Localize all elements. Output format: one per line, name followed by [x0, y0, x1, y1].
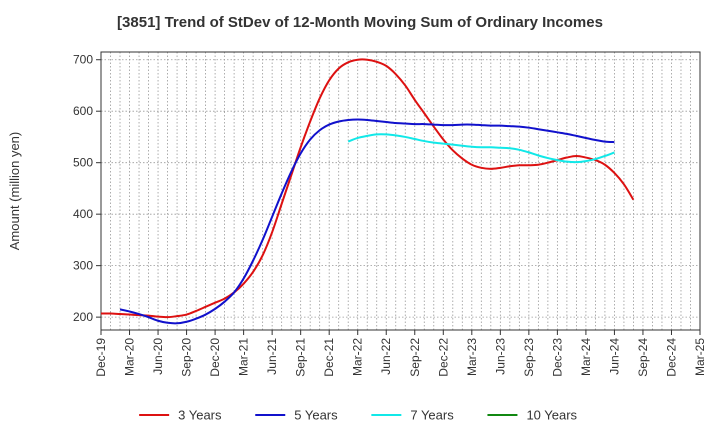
axes: 200 300 400 500 600 700 Dec-19 Mar-20 Jun-20 Sep-… — [7, 51, 707, 377]
series-line-5-years — [119, 118, 615, 325]
x-tick-label: Sep-24 — [636, 338, 650, 377]
series-line-3-years — [100, 58, 635, 319]
x-tick-label: Mar-24 — [579, 338, 593, 376]
x-tick-label: Sep-22 — [408, 338, 422, 377]
legend-label-10-years: 10 Years — [526, 408, 577, 423]
legend-label-3-years: 3 Years — [178, 408, 222, 423]
x-tick-label: Mar-25 — [693, 338, 707, 376]
x-tick-label: Jun-23 — [493, 338, 507, 375]
x-tick-label: Mar-22 — [351, 338, 365, 376]
legend-label-7-years: 7 Years — [410, 408, 454, 423]
x-tick-label: Dec-22 — [436, 338, 450, 377]
x-tick-label: Jun-22 — [379, 338, 393, 375]
chart-title: [3851] Trend of StDev of 12-Month Moving… — [117, 14, 603, 31]
y-tick-label: 600 — [73, 104, 93, 118]
series-lines — [100, 58, 635, 325]
legend: 3 Years 5 Years 7 Years 10 Years — [139, 408, 578, 423]
y-tick-label: 400 — [73, 207, 93, 221]
x-tick-label: Jun-20 — [151, 338, 165, 375]
plot-frame — [100, 51, 701, 331]
x-tick-label: Mar-23 — [465, 338, 479, 376]
x-tick-label: Dec-24 — [664, 338, 678, 377]
y-tick-label: 500 — [73, 156, 93, 170]
x-tick-label: Sep-23 — [522, 338, 536, 377]
x-tick-label: Dec-21 — [322, 338, 336, 377]
x-tick-label: Sep-20 — [180, 338, 194, 377]
x-tick-label: Mar-20 — [123, 338, 137, 376]
x-tick-label: Dec-23 — [550, 338, 564, 377]
legend-label-5-years: 5 Years — [294, 408, 338, 423]
x-tick-label: Dec-19 — [94, 338, 108, 377]
y-tick-label: 200 — [73, 310, 93, 324]
y-tick-label: 300 — [73, 259, 93, 273]
y-tick-label: 700 — [73, 53, 93, 67]
series-line-7-years — [347, 133, 615, 164]
x-tick-label: Mar-21 — [237, 338, 251, 376]
grid-lines — [101, 52, 700, 330]
x-tick-label: Jun-21 — [265, 338, 279, 375]
x-tick-label: Sep-21 — [294, 338, 308, 377]
x-tick-label: Dec-20 — [208, 338, 222, 377]
y-axis-label: Amount (million yen) — [7, 132, 22, 251]
x-tick-label: Jun-24 — [607, 338, 621, 375]
